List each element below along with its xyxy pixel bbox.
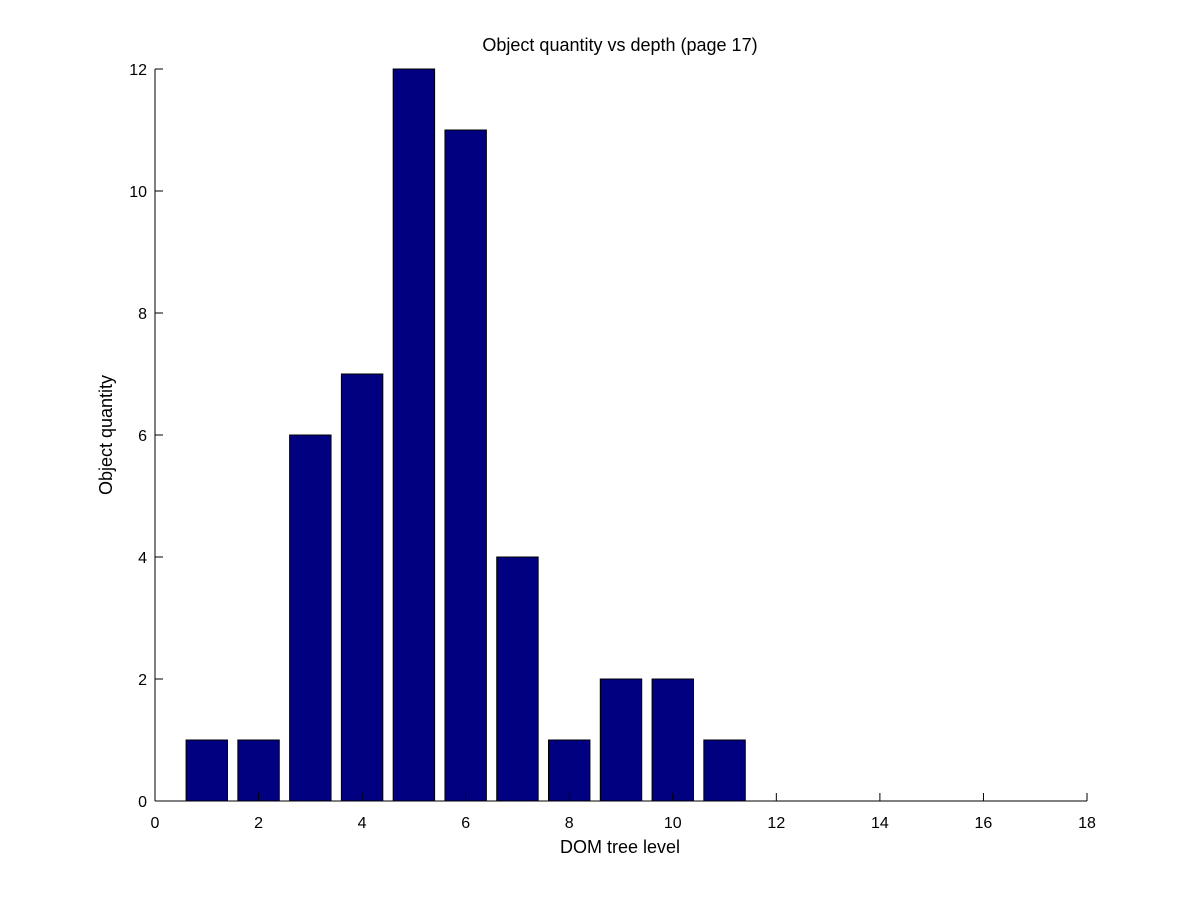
- bar-level-8: [548, 739, 591, 802]
- y-tick-label: 4: [138, 550, 147, 567]
- y-tick-label: 8: [138, 306, 147, 323]
- x-tick-label: 2: [254, 815, 263, 832]
- bar-level-6: [444, 129, 487, 802]
- x-tick-label: 14: [871, 815, 889, 832]
- x-tick-label: 10: [664, 815, 682, 832]
- bar-level-4: [340, 373, 384, 802]
- x-tick-label: 16: [975, 815, 993, 832]
- bars-group: [185, 68, 746, 802]
- bar-level-7: [496, 556, 539, 802]
- y-tick-label: 6: [138, 428, 147, 445]
- x-tick-label: 8: [565, 815, 574, 832]
- y-tick-label: 10: [129, 184, 147, 201]
- y-axis-label: Object quantity: [96, 375, 116, 495]
- y-tick-label: 0: [138, 794, 147, 811]
- bar-level-5: [392, 68, 436, 802]
- bar-level-2: [237, 739, 280, 802]
- x-tick-label: 18: [1078, 815, 1096, 832]
- x-tick-label: 4: [358, 815, 367, 832]
- bar-level-1: [185, 739, 228, 802]
- x-ticks-group: 0 2 4 6 8 10 12 14 16 18: [151, 793, 1096, 832]
- bar-level-3: [289, 434, 332, 802]
- chart-title: Object quantity vs depth (page 17): [482, 35, 757, 55]
- y-tick-label: 12: [129, 62, 147, 79]
- bar-level-9: [599, 678, 643, 802]
- bar-level-11: [703, 739, 746, 802]
- x-tick-label: 12: [767, 815, 785, 832]
- x-tick-label: 6: [461, 815, 470, 832]
- x-tick-label: 0: [151, 815, 160, 832]
- bar-level-10: [651, 678, 694, 802]
- x-axis-label: DOM tree level: [560, 837, 680, 857]
- y-tick-label: 2: [138, 672, 147, 689]
- y-ticks-group: 0 2 4 6 8 10 12: [129, 62, 163, 811]
